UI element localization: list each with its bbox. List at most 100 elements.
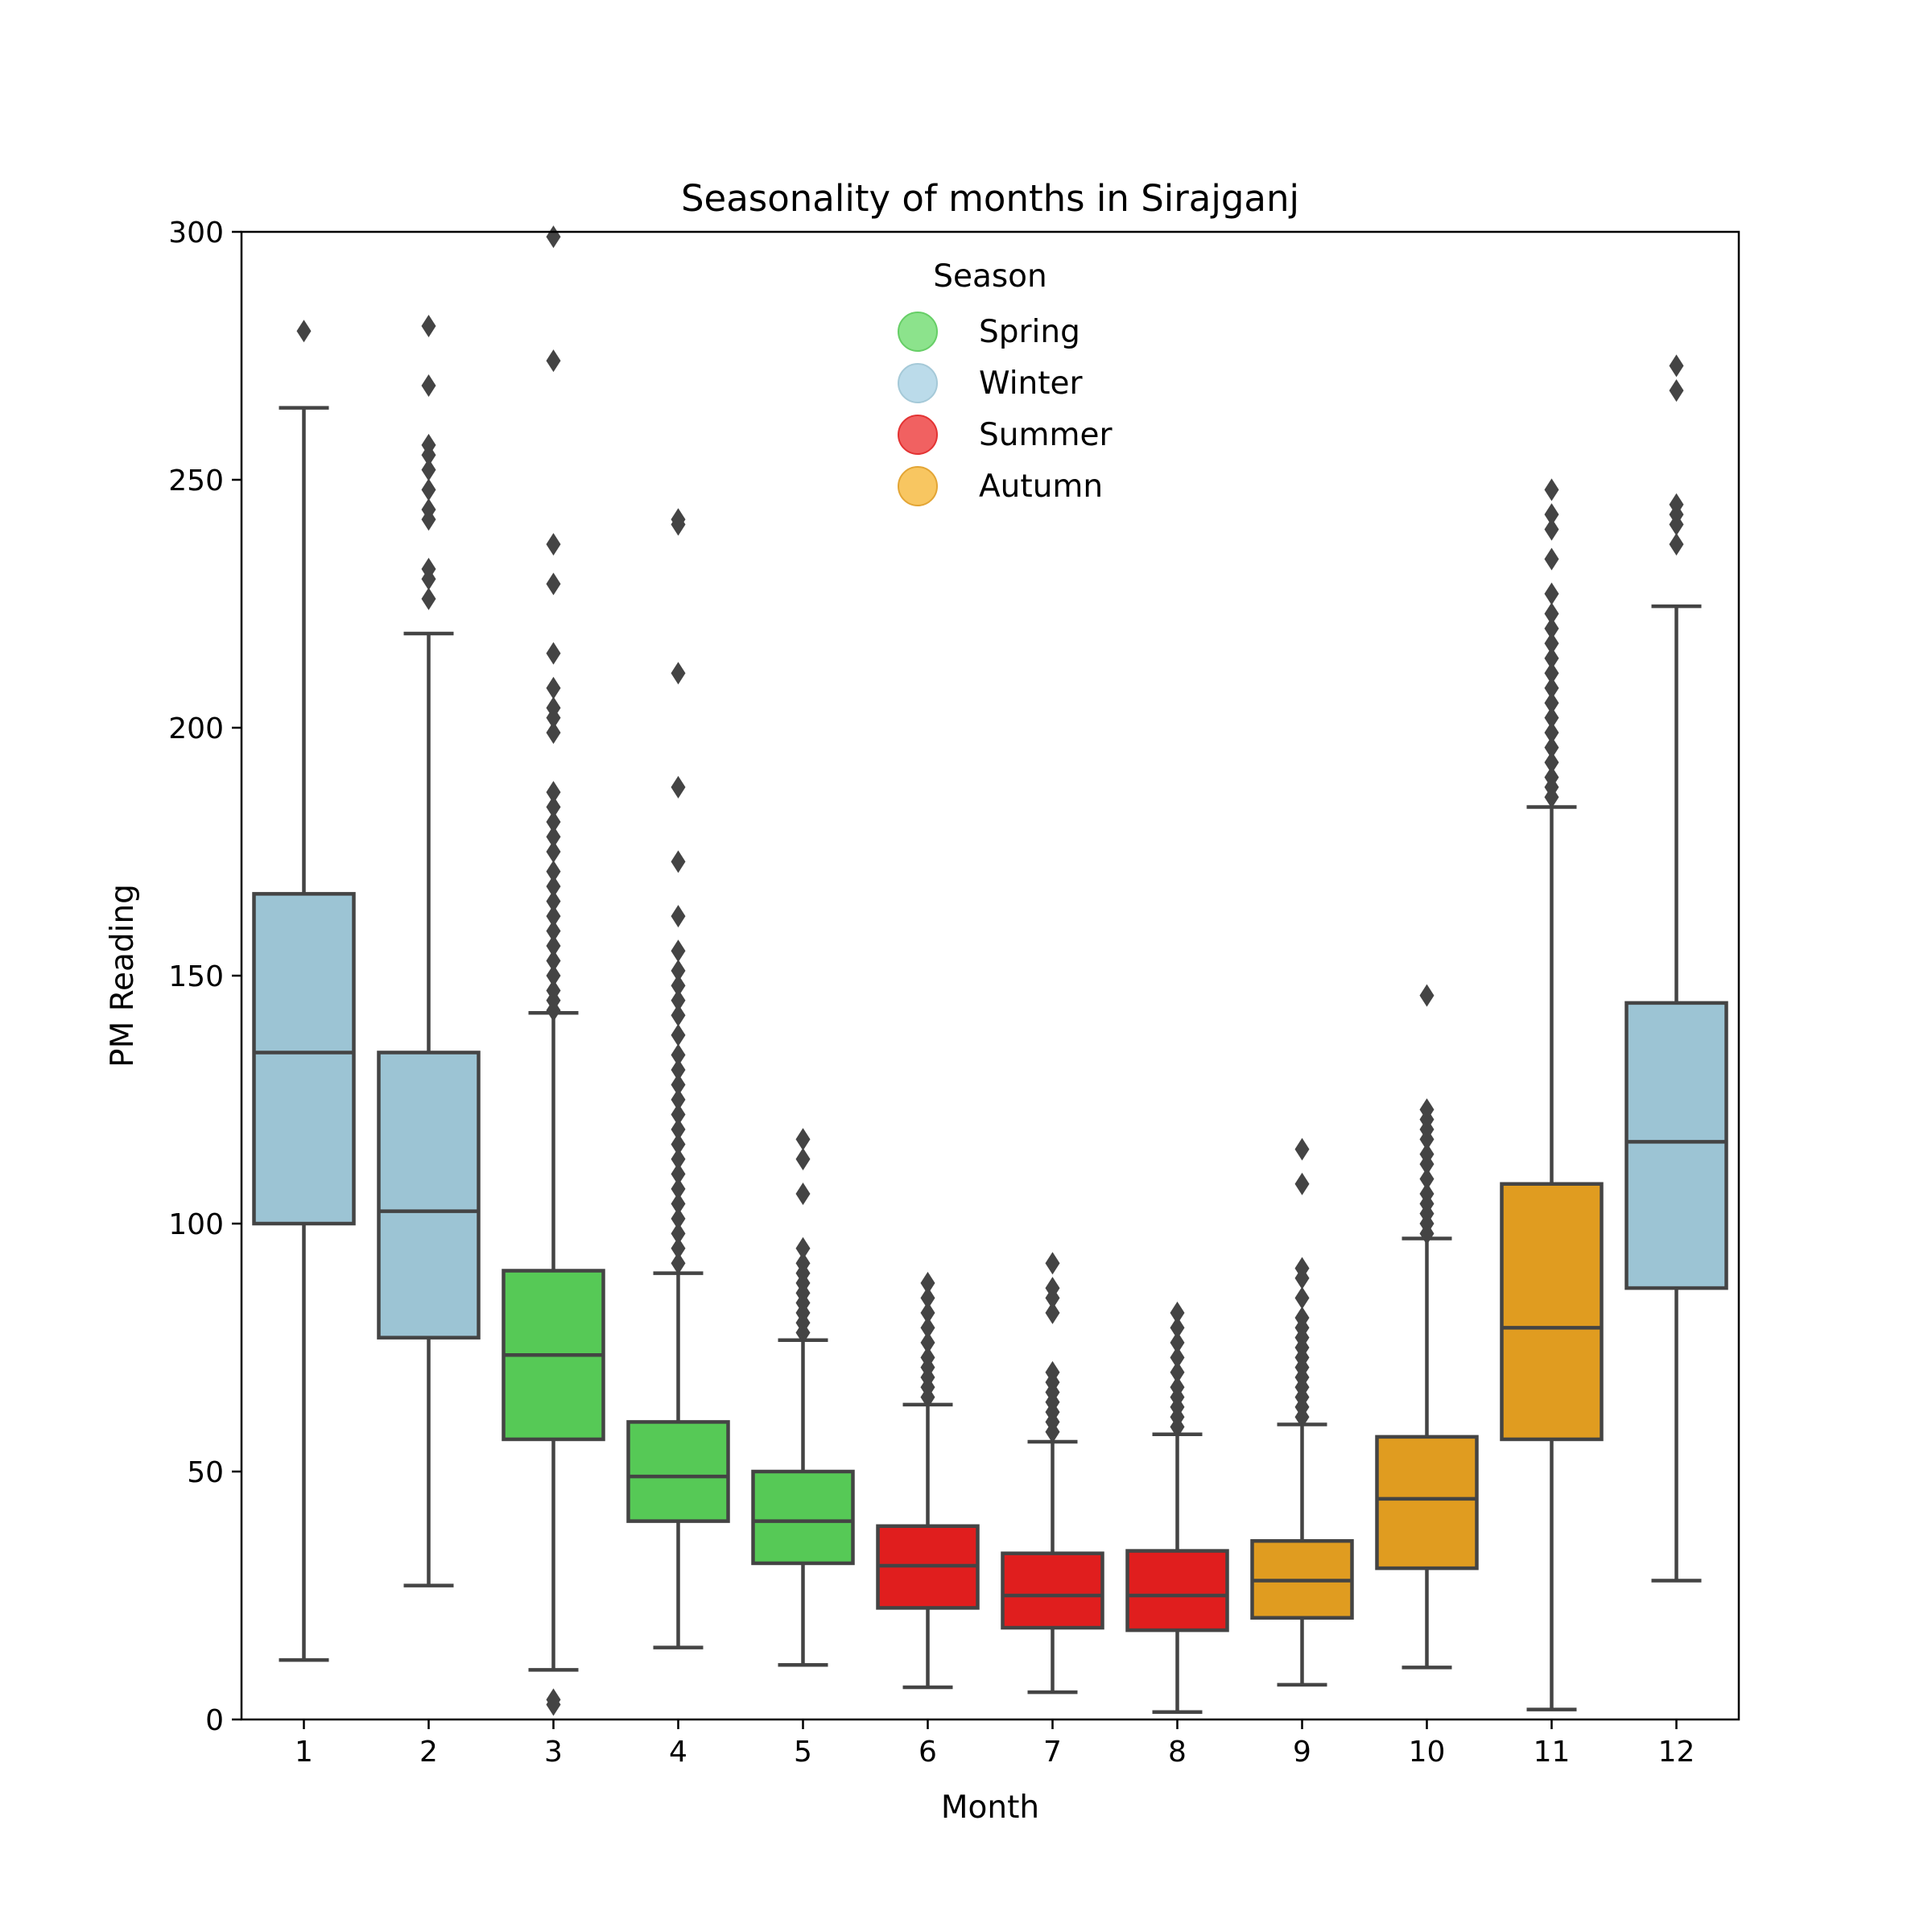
outlier-point [920, 1331, 935, 1354]
outlier-point [1544, 662, 1559, 685]
outlier-point [421, 497, 436, 521]
box-body [1001, 1551, 1104, 1630]
outlier-point [1419, 1142, 1435, 1166]
box-body [626, 1420, 730, 1523]
box-month-7 [1001, 1252, 1104, 1695]
box-body [377, 1051, 481, 1340]
outlier-point [546, 811, 561, 834]
outlier-point [1294, 1257, 1310, 1280]
outlier-point [1669, 533, 1684, 556]
box-month-12 [1624, 354, 1728, 1583]
outlier-point [546, 890, 561, 913]
outlier-point [1544, 547, 1559, 571]
outlier-point [671, 1252, 686, 1275]
legend: Season Spring Winter Summer Autumn [898, 258, 1113, 506]
outlier-point [1544, 766, 1559, 789]
outlier-point [1045, 1277, 1060, 1300]
outlier-point [1045, 1252, 1060, 1275]
y-tick-label: 50 [187, 1456, 224, 1489]
outlier-point [671, 939, 686, 963]
box-body [1125, 1549, 1229, 1633]
outlier-point [546, 875, 561, 898]
box-month-11 [1500, 478, 1604, 1711]
outlier-point [671, 974, 686, 997]
box-body [252, 892, 356, 1226]
outlier-point [546, 533, 561, 556]
outlier-point [1544, 706, 1559, 729]
outlier-point [671, 1043, 686, 1067]
box-month-4 [626, 508, 730, 1649]
y-tick-label: 250 [168, 464, 224, 497]
outlier-point [1170, 1331, 1185, 1354]
outlier-point [1294, 1307, 1310, 1330]
box-body [751, 1469, 855, 1566]
box-month-2 [377, 315, 481, 1587]
outlier-point [1544, 518, 1559, 541]
outlier-point [1544, 721, 1559, 745]
outlier-point [920, 1346, 935, 1369]
legend-item-summer: Summer [898, 415, 1113, 455]
legend-item-spring: Spring [898, 312, 1080, 352]
outlier-point [421, 315, 436, 338]
outlier-point [795, 1128, 811, 1151]
outlier-point [1045, 1301, 1060, 1324]
outlier-point [421, 478, 436, 502]
outlier-point [421, 458, 436, 481]
outlier-point [421, 587, 436, 610]
outlier-point [546, 781, 561, 804]
box-month-5 [751, 1128, 855, 1667]
outlier-point [1294, 1137, 1310, 1161]
outlier-point [671, 1147, 686, 1170]
outlier-point [1669, 354, 1684, 378]
y-tick-label: 300 [168, 217, 224, 250]
x-tick-label: 12 [1658, 1736, 1695, 1769]
box-month-6 [876, 1271, 980, 1690]
outlier-point [671, 989, 686, 1012]
outlier-point [421, 433, 436, 456]
x-tick-label: 2 [419, 1736, 438, 1769]
y-tick-label: 200 [168, 712, 224, 745]
legend-label: Winter [979, 365, 1084, 402]
outlier-point [920, 1271, 935, 1294]
outlier-point [1669, 379, 1684, 402]
outlier-point [296, 320, 312, 343]
legend-marker [898, 466, 938, 506]
outlier-point [671, 1192, 686, 1216]
outlier-point [546, 840, 561, 863]
outlier-point [1419, 1098, 1435, 1121]
outlier-point [671, 1088, 686, 1111]
outlier-point [546, 905, 561, 928]
outlier-point [795, 1147, 811, 1170]
outlier-point [795, 1236, 811, 1260]
outlier-point [1544, 478, 1559, 502]
outlier-point [1045, 1360, 1060, 1384]
x-tick-label: 10 [1409, 1736, 1446, 1769]
outlier-point [920, 1301, 935, 1324]
outlier-point [671, 1023, 686, 1046]
outlier-point [546, 795, 561, 819]
outlier-point [671, 775, 686, 799]
outlier-point [1170, 1360, 1185, 1384]
outlier-point [671, 1073, 686, 1096]
outlier-point [546, 935, 561, 958]
box-month-8 [1125, 1301, 1229, 1715]
outlier-point [671, 1059, 686, 1082]
outlier-point [546, 721, 561, 745]
legend-marker [898, 312, 938, 352]
axes-frame [240, 230, 1740, 1721]
outlier-point [671, 1004, 686, 1027]
outlier-point [546, 825, 561, 848]
outlier-point [546, 1688, 561, 1711]
outlier-point [1544, 632, 1559, 655]
outlier-point [546, 860, 561, 883]
outlier-point [1544, 676, 1559, 700]
x-tick-label: 9 [1293, 1736, 1311, 1769]
outlier-point [546, 225, 561, 249]
outlier-point [1170, 1301, 1185, 1324]
box-month-9 [1250, 1137, 1354, 1687]
outlier-point [1544, 582, 1559, 605]
outlier-point [1294, 1172, 1310, 1195]
outlier-point [1170, 1376, 1185, 1399]
